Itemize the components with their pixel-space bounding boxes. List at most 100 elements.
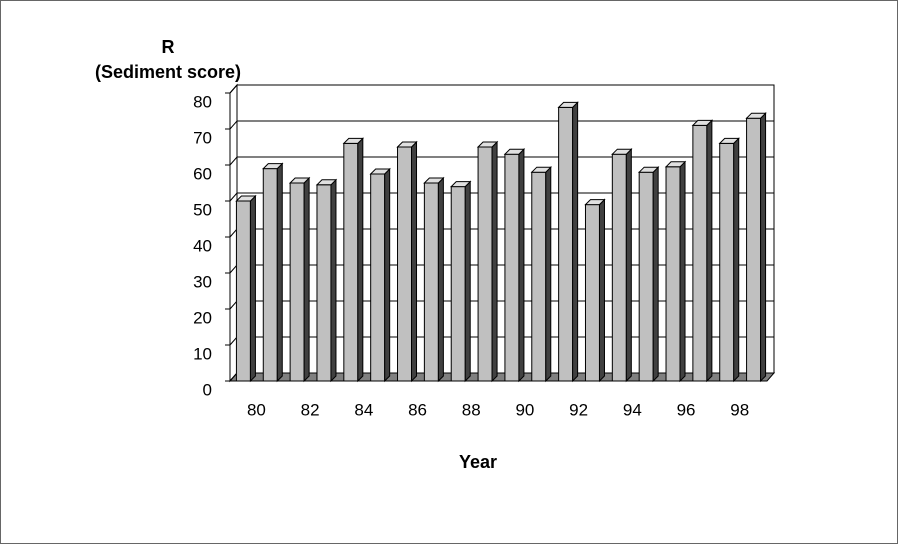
bar-side — [760, 111, 767, 383]
bar-side — [303, 176, 310, 383]
bar-side — [437, 176, 444, 383]
x-tick-label: 86 — [408, 400, 427, 419]
bar-front — [504, 153, 520, 382]
bar-front — [370, 173, 386, 382]
grid-line — [229, 84, 774, 94]
bar-top — [611, 148, 633, 155]
bar — [423, 176, 445, 383]
bar-front — [316, 184, 332, 382]
y-tick-label: 60 — [193, 164, 212, 183]
bar-side — [572, 101, 579, 383]
bar-side — [598, 198, 605, 383]
bar-front — [477, 146, 493, 382]
x-tick-label: 82 — [301, 400, 320, 419]
bar-front — [262, 168, 278, 382]
grid-line — [229, 120, 774, 130]
bar-front — [558, 106, 574, 382]
bar — [503, 147, 526, 383]
bar-top — [450, 181, 472, 188]
bar-front — [611, 153, 627, 382]
bar-front — [584, 204, 600, 382]
bar-side — [411, 140, 418, 383]
bar — [611, 147, 633, 383]
bar — [584, 198, 606, 383]
bar — [745, 111, 767, 383]
y-tick-label: 70 — [193, 128, 212, 147]
x-tick-label: 88 — [462, 400, 481, 419]
bar-side — [652, 165, 659, 383]
bar-top — [530, 166, 552, 173]
bar-front — [719, 142, 735, 382]
y-tick-label: 40 — [193, 236, 212, 255]
bar-top — [235, 195, 257, 202]
bar-top — [288, 177, 311, 184]
bar-side — [545, 165, 552, 383]
bar-top — [718, 137, 740, 144]
bar-side — [733, 137, 740, 383]
bar-side — [357, 137, 364, 383]
x-tick-label: 90 — [515, 400, 534, 419]
x-tick-label: 94 — [623, 400, 642, 419]
y-tick-label: 30 — [193, 272, 212, 291]
bar-top — [315, 179, 338, 186]
bar-top — [557, 101, 579, 108]
y-axis-subtitle: (Sediment score) — [95, 62, 241, 82]
bar-top — [745, 112, 767, 119]
y-tick-label: 20 — [193, 308, 212, 327]
bar — [396, 140, 418, 383]
bar — [342, 137, 365, 383]
bar-front — [289, 182, 305, 382]
bar — [476, 140, 499, 383]
bar-front — [235, 200, 251, 382]
bar — [315, 178, 338, 383]
bar-front — [665, 166, 681, 382]
x-tick-label: 84 — [354, 400, 373, 419]
bar-front — [450, 186, 466, 382]
bar-side — [625, 147, 632, 383]
bar-side — [276, 162, 283, 383]
bar-front — [343, 142, 359, 382]
bar-front — [746, 117, 762, 382]
bar — [369, 167, 391, 383]
bar — [557, 101, 579, 383]
bar-front — [397, 146, 413, 382]
x-axis-title: Year — [459, 452, 497, 472]
bar-side — [249, 194, 256, 383]
bar-side — [491, 140, 498, 383]
bar-top — [584, 199, 606, 206]
y-tick-label: 50 — [193, 200, 212, 219]
y-tick-label: 10 — [193, 344, 212, 363]
bar-front — [531, 171, 547, 382]
bar — [530, 165, 552, 383]
bar-side — [330, 178, 337, 383]
y-axis-title: R — [162, 37, 175, 57]
bar — [288, 176, 311, 383]
bar-top — [637, 166, 660, 173]
y-tick-label: 0 — [203, 380, 212, 399]
bar-top — [664, 161, 687, 168]
bar-side — [464, 180, 471, 383]
bar — [691, 119, 714, 383]
bar-front — [638, 171, 654, 382]
bar-top — [369, 168, 391, 175]
bar — [718, 137, 740, 383]
grid-line — [229, 156, 774, 166]
bar — [262, 162, 284, 383]
x-tick-label: 96 — [677, 400, 696, 419]
bar-top — [503, 148, 526, 155]
bar-front — [423, 182, 439, 382]
bar-top — [262, 163, 284, 170]
bar-front — [692, 124, 708, 382]
bar — [235, 194, 257, 383]
bar-top — [342, 137, 365, 144]
x-tick-label: 80 — [247, 400, 266, 419]
grid-line — [229, 192, 774, 202]
bar-side — [518, 147, 525, 383]
bar-side — [706, 119, 713, 383]
bar-top — [396, 141, 418, 148]
y-tick-label: 80 — [193, 92, 212, 111]
bar-top — [423, 177, 445, 184]
x-tick-label: 92 — [569, 400, 588, 419]
bar-side — [384, 167, 391, 383]
